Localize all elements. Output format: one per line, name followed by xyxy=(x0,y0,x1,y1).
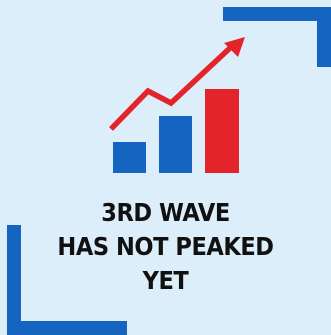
frame-corner-bottom-left xyxy=(7,225,127,335)
trend-arrow-head-icon xyxy=(224,37,245,57)
frame-corner-bottom-bar xyxy=(7,321,127,335)
bar-tall-red xyxy=(205,89,239,173)
bar-medium-blue xyxy=(159,116,192,173)
frame-corner-top-bar xyxy=(223,7,331,21)
headline-line-3: YET xyxy=(142,266,189,295)
frame-corner-left-bar xyxy=(7,225,21,335)
headline-line-2: HAS NOT PEAKED xyxy=(57,232,274,261)
trend-arrow-line xyxy=(109,45,232,131)
frame-corner-top-right xyxy=(223,7,331,67)
headline-line-1: 3RD WAVE xyxy=(101,198,230,227)
bar-small-blue xyxy=(113,142,146,173)
frame-corner-right-bar xyxy=(317,7,331,67)
headline: 3RD WAVE HAS NOT PEAKED YET xyxy=(13,196,318,298)
